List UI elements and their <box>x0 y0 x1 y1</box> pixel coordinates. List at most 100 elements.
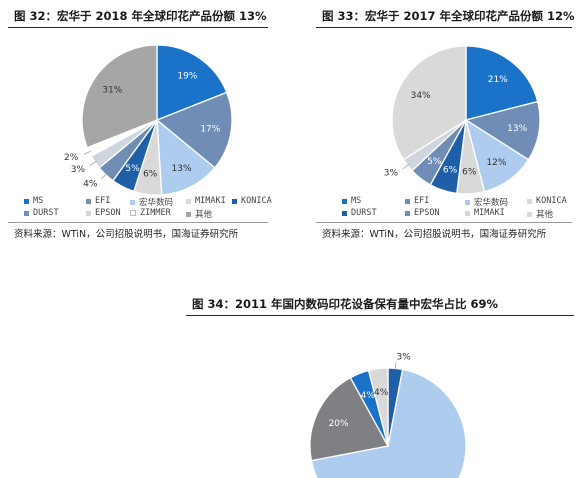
pie-slice <box>465 45 539 121</box>
chart33-title-rule <box>316 27 572 28</box>
chart32-legend-swatch <box>24 210 29 216</box>
chart33-legend-swatch <box>527 198 532 204</box>
chart34-title-rule <box>186 315 574 316</box>
chart33-legend-label: 宏华数码 <box>474 198 509 208</box>
chart32-source-rule <box>8 222 268 223</box>
pie-slice-label: 17% <box>200 124 220 134</box>
chart32-legend-label: ZIMMER <box>140 208 171 218</box>
pie-slice-label: 12% <box>486 158 506 168</box>
pie-slice-label: 3% <box>71 165 86 175</box>
chart33-legend-epson: EPSON <box>405 208 440 218</box>
chart33-pie: 21%13%12%6%6%5%3%34% <box>384 45 541 195</box>
chart32-legend-label: MS <box>33 196 44 206</box>
chart33-source: 资料来源：WTiN，公司招股说明书，国海证券研究所 <box>322 229 547 240</box>
pie-slice-label: 34% <box>411 91 431 101</box>
chart33-legend-konica: KONICA <box>527 196 567 206</box>
chart32-legend-swatch <box>86 210 91 216</box>
pie-slice <box>155 91 233 169</box>
chart32-legend-efi: EFI <box>86 196 110 206</box>
pie-slice-label: 13% <box>507 124 527 134</box>
chart33-legend-label: MIMAKI <box>474 208 505 218</box>
chart32-legend-label: EFI <box>95 196 111 206</box>
chart32-legend-label: 其他 <box>195 210 213 220</box>
chart32-legend-honghua: 宏华数码 <box>130 196 173 208</box>
chart33-legend-ms: MS <box>342 196 361 206</box>
pie-slice-label: 31% <box>102 86 122 96</box>
chart33-legend-label: EFI <box>414 196 430 206</box>
chart32-legend-swatch <box>86 198 91 204</box>
chart33-legend-swatch <box>465 199 470 205</box>
chart33-legend-label: 其他 <box>536 210 554 220</box>
chart34-pie: 3%69%20%4%4% <box>309 352 467 478</box>
chart33-source-rule <box>316 222 572 223</box>
chart32-legend-ms: MS <box>24 196 43 206</box>
chart32-legend-swatch <box>24 198 29 204</box>
chart32-source: 资料来源：WTiN，公司招股说明书，国海证券研究所 <box>14 229 239 240</box>
chart32-legend-epson: EPSON <box>86 208 121 218</box>
pie-slice <box>309 376 390 462</box>
chart32-title: 图 32：宏华于 2018 年全球印花产品份额 13% <box>14 9 267 23</box>
pie-label-leader <box>89 160 97 166</box>
pie-slice-label: 13% <box>172 164 192 174</box>
pie-slice <box>310 368 467 478</box>
chart33-legend-label: MS <box>351 196 362 206</box>
pie-slice <box>391 45 467 161</box>
chart32-legend-label: DURST <box>33 208 59 218</box>
pie-slice <box>81 44 158 149</box>
pie-slice <box>464 100 541 161</box>
chart33-legend-label: KONICA <box>536 196 567 206</box>
chart33-legend-efi: EFI <box>405 196 429 206</box>
pie-label-leader <box>402 163 410 170</box>
pie-slice-label: 2% <box>64 153 79 163</box>
pie-slice-label: 6% <box>462 168 477 178</box>
chart33-legend-swatch <box>465 210 470 216</box>
chart33-legend-swatch <box>405 198 410 204</box>
pie-slice-label: 6% <box>443 165 458 175</box>
chart32-legend-other: 其他 <box>186 208 212 220</box>
pie-label-leader <box>394 362 397 371</box>
chart32-legend-label: 宏华数码 <box>139 198 174 208</box>
pie-slice-label: 20% <box>329 419 349 429</box>
chart32-legend-label: MIMAKI <box>195 196 226 206</box>
chart33-legend-label: DURST <box>351 208 377 218</box>
chart32-legend-swatch <box>130 199 135 205</box>
chart32-title-rule <box>8 27 268 28</box>
chart33-title: 图 33：宏华于 2017 年全球印花产品份额 12% <box>322 9 575 23</box>
chart32-legend-konica: KONICA <box>232 196 272 206</box>
pie-label-leader <box>83 150 92 155</box>
pie-slice <box>156 44 228 121</box>
pie-slice-label: 21% <box>488 75 508 85</box>
pie-slice-label: 4% <box>83 179 98 189</box>
pie-slice-label: 5% <box>427 157 442 167</box>
pie-slice-label: 19% <box>177 71 197 81</box>
chart32-legend-label: KONICA <box>241 196 272 206</box>
chart33-legend-swatch <box>527 211 532 217</box>
chart33-legend-label: EPSON <box>414 208 440 218</box>
pie-slice-label: 4% <box>374 388 389 398</box>
chart32-legend-mimaki: MIMAKI <box>186 196 226 206</box>
chart33-legend-other: 其他 <box>527 208 553 220</box>
pie-label-leader <box>101 172 108 180</box>
pie-slice-label: 3% <box>384 169 399 179</box>
chart34-title: 图 34：2011 年国内数码印花设备保有量中宏华占比 69% <box>192 297 499 311</box>
chart32-legend-swatch <box>130 210 136 216</box>
chart32-legend-swatch <box>186 211 191 217</box>
chart32-pie: 19% 17% 13% 6%5% 4% 3% 2% 31% <box>64 44 233 196</box>
pie-slice <box>367 367 389 447</box>
pie-slice-label: 4% <box>361 391 376 401</box>
pie-slice <box>156 118 216 196</box>
pie-slice-label: 3% <box>396 352 411 362</box>
chart32-legend-label: EPSON <box>95 208 121 218</box>
chart32-legend-swatch <box>232 198 237 204</box>
chart33-legend-mimaki: MIMAKI <box>465 208 505 218</box>
chart32-legend-zimmer: ZIMMER <box>130 208 171 218</box>
pie-slice-label: 5% <box>125 164 140 174</box>
chart32-legend-swatch <box>186 198 191 204</box>
chart33-legend-swatch <box>342 198 347 204</box>
pie-slice-label: 6% <box>143 170 158 180</box>
chart33-legend-swatch <box>405 210 410 216</box>
chart33-legend-swatch <box>342 210 347 216</box>
chart32-legend-durst: DURST <box>24 208 59 218</box>
chart33-legend-durst: DURST <box>342 208 377 218</box>
chart33-legend-honghua: 宏华数码 <box>465 196 508 208</box>
